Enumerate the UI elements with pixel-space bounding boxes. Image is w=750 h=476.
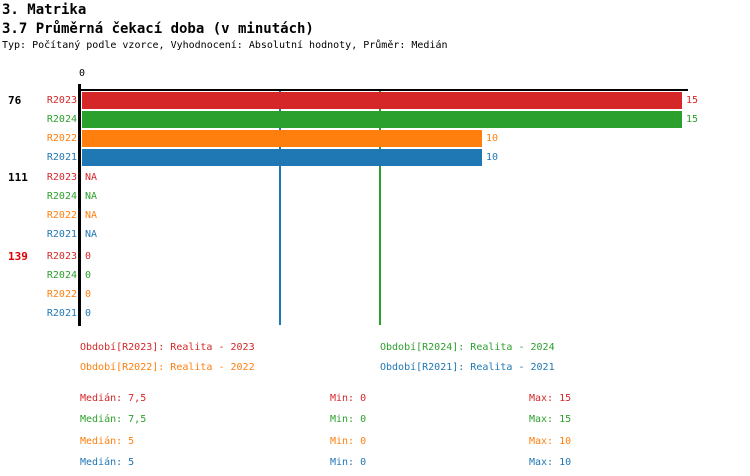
value-row: R2022 NA xyxy=(0,209,97,222)
value-label: NA xyxy=(85,229,98,240)
y-axis-line xyxy=(78,84,81,326)
value-row: R2024 0 xyxy=(0,269,91,282)
chart-meta: Typ: Počítaný podle vzorce, Vyhodnocení:… xyxy=(2,40,448,51)
value-label: NA xyxy=(85,172,98,183)
stat-median-r2022: Medián: 5 xyxy=(80,436,135,447)
value-label: NA xyxy=(85,210,98,221)
group-label-139: 139 xyxy=(8,250,28,263)
bar-row: R2021 10 xyxy=(0,149,498,166)
group-label-111: 111 xyxy=(8,171,28,184)
series-label-r2023: R2023 xyxy=(46,172,77,183)
stat-min-r2024: Min: 0 xyxy=(330,414,367,425)
value-label: 0 xyxy=(85,289,92,300)
stat-max-r2021: Max: 10 xyxy=(529,457,572,468)
stat-min-r2023: Min: 0 xyxy=(330,393,367,404)
bar-row: R2023 15 xyxy=(0,92,698,109)
series-label-r2022: R2022 xyxy=(46,289,77,300)
legend-item-r2023: Období[R2023]: Realita - 2023 xyxy=(80,342,255,353)
series-label-r2024: R2024 xyxy=(46,270,77,281)
legend-item-r2021: Období[R2021]: Realita - 2021 xyxy=(380,362,555,373)
value-row: R2021 NA xyxy=(0,228,97,241)
bar-value-label: 15 xyxy=(686,114,699,125)
bar-value-label: 10 xyxy=(486,133,499,144)
stat-max-r2024: Max: 15 xyxy=(529,414,572,425)
value-label: 0 xyxy=(85,308,92,319)
stat-median-r2024: Medián: 7,5 xyxy=(80,414,147,425)
series-label-r2024: R2024 xyxy=(46,191,77,202)
bar-value-label: 15 xyxy=(686,95,699,106)
bar-value-label: 10 xyxy=(486,152,499,163)
bar-r2023 xyxy=(82,92,682,109)
median-line-r2021 xyxy=(279,91,281,325)
series-label-r2024: R2024 xyxy=(46,114,77,125)
bar-r2021 xyxy=(82,149,482,166)
series-label-r2023: R2023 xyxy=(46,95,77,106)
chart-title: 3.7 Průměrná čekací doba (v minutách) xyxy=(2,21,314,37)
value-row: R2023 NA xyxy=(0,171,97,184)
group-label-76: 76 xyxy=(8,94,22,107)
value-label: 0 xyxy=(85,270,92,281)
bar-row: R2024 15 xyxy=(0,111,698,128)
value-row: R2022 0 xyxy=(0,288,91,301)
series-label-r2022: R2022 xyxy=(46,133,77,144)
bar-chart: 0 76 R2023 15 R2024 15 R2022 10 R2021 10 xyxy=(0,60,750,340)
stat-max-r2023: Max: 15 xyxy=(529,393,572,404)
stat-min-r2022: Min: 0 xyxy=(330,436,367,447)
value-label: 0 xyxy=(85,251,92,262)
value-row: R2024 NA xyxy=(0,190,97,203)
stat-median-r2023: Medián: 7,5 xyxy=(80,393,147,404)
report-title: 3. Matrika xyxy=(2,2,87,18)
series-label-r2021: R2021 xyxy=(46,152,77,163)
x-axis-zero-label: 0 xyxy=(78,68,86,79)
x-axis-line xyxy=(78,89,688,91)
value-label: NA xyxy=(85,191,98,202)
stat-min-r2021: Min: 0 xyxy=(330,457,367,468)
legend-item-r2024: Období[R2024]: Realita - 2024 xyxy=(380,342,555,353)
value-row: R2023 0 xyxy=(0,250,91,263)
series-label-r2023: R2023 xyxy=(46,251,77,262)
stat-median-r2021: Medián: 5 xyxy=(80,457,135,468)
legend-item-r2022: Období[R2022]: Realita - 2022 xyxy=(80,362,255,373)
value-row: R2021 0 xyxy=(0,307,91,320)
bar-row: R2022 10 xyxy=(0,130,498,147)
series-label-r2021: R2021 xyxy=(46,308,77,319)
bar-r2022 xyxy=(82,130,482,147)
series-label-r2022: R2022 xyxy=(46,210,77,221)
series-label-r2021: R2021 xyxy=(46,229,77,240)
median-line-r2024 xyxy=(379,91,381,325)
stat-max-r2022: Max: 10 xyxy=(529,436,572,447)
bar-r2024 xyxy=(82,111,682,128)
